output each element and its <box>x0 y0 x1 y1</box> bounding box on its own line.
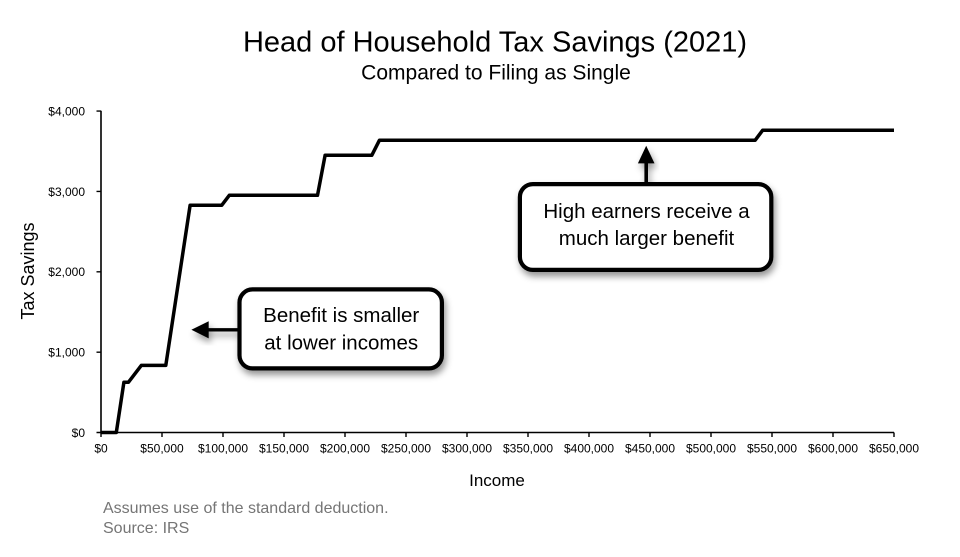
svg-text:$2,000: $2,000 <box>48 265 85 279</box>
svg-text:Assumes use of the standard de: Assumes use of the standard deduction. <box>103 500 389 517</box>
svg-text:$1,000: $1,000 <box>48 346 85 360</box>
svg-text:Head of Household Tax Savings: Head of Household Tax Savings (2021) <box>243 27 747 59</box>
svg-text:Tax Savings: Tax Savings <box>18 222 38 319</box>
svg-text:$250,000: $250,000 <box>381 441 431 455</box>
svg-text:Source: IRS: Source: IRS <box>103 520 189 537</box>
svg-text:much larger benefit: much larger benefit <box>559 227 735 250</box>
svg-text:$100,000: $100,000 <box>198 441 248 455</box>
svg-text:$400,000: $400,000 <box>564 441 614 455</box>
svg-text:$350,000: $350,000 <box>503 441 553 455</box>
svg-text:Compared to Filing as Single: Compared to Filing as Single <box>361 62 631 85</box>
svg-text:$150,000: $150,000 <box>259 441 309 455</box>
svg-text:$3,000: $3,000 <box>48 185 85 199</box>
svg-text:$550,000: $550,000 <box>747 441 797 455</box>
svg-text:$600,000: $600,000 <box>808 441 858 455</box>
svg-text:$450,000: $450,000 <box>625 441 675 455</box>
svg-text:Benefit is smaller: Benefit is smaller <box>263 304 419 327</box>
svg-text:at lower incomes: at lower incomes <box>264 332 418 355</box>
svg-text:$650,000: $650,000 <box>869 441 919 455</box>
svg-text:$500,000: $500,000 <box>686 441 736 455</box>
svg-text:High earners receive a: High earners receive a <box>543 200 750 223</box>
svg-text:$200,000: $200,000 <box>320 441 370 455</box>
svg-text:$0: $0 <box>94 441 108 455</box>
svg-text:$300,000: $300,000 <box>442 441 492 455</box>
svg-text:$50,000: $50,000 <box>140 441 184 455</box>
svg-text:Income: Income <box>469 471 525 490</box>
svg-text:$4,000: $4,000 <box>48 105 85 119</box>
svg-text:$0: $0 <box>72 426 86 440</box>
